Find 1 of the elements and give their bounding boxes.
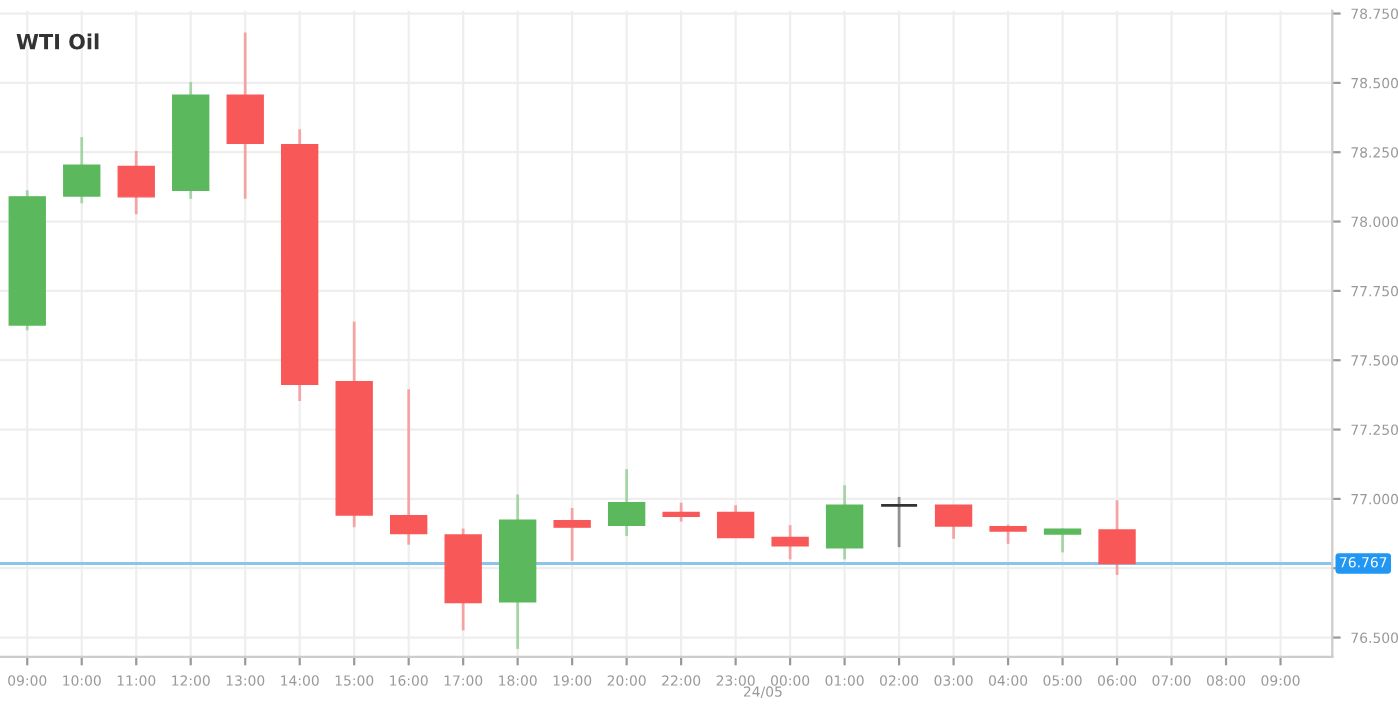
text: WTI Oil xyxy=(16,33,99,50)
